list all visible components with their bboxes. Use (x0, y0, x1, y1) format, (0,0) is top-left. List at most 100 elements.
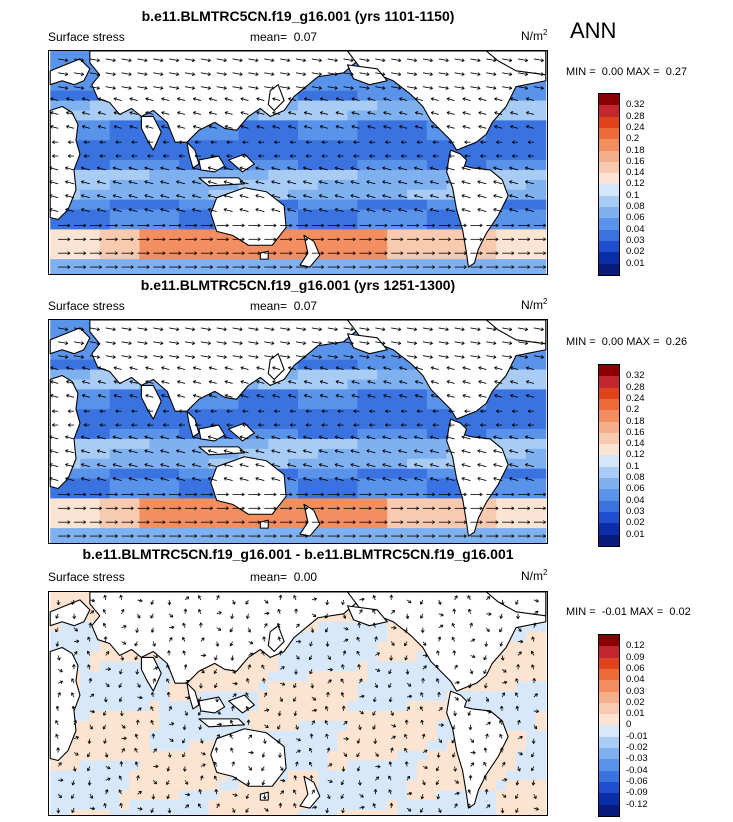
colorbar-swatch (599, 466, 619, 479)
colorbar-label: 0.04 (626, 494, 645, 506)
colorbar-label: 0.09 (626, 651, 645, 663)
panel-2-map (48, 319, 548, 544)
colorbar-label: 0.18 (626, 415, 645, 427)
colorbar-label: 0.02 (626, 696, 645, 708)
colorbar-swatch (599, 240, 619, 253)
panel-1-min-value: 0.00 (601, 66, 624, 78)
panel-1-min-label: MIN = (566, 66, 596, 78)
colorbar-label: 0.02 (626, 246, 645, 258)
colorbar-swatch (599, 691, 619, 704)
panel-1-max-label: MAX = (626, 66, 660, 78)
colorbar-frame (598, 93, 620, 276)
colorbar-label: 0.32 (626, 370, 645, 382)
panel-2-mean: mean= 0.07 (250, 299, 317, 313)
panel-1-map (48, 50, 548, 275)
panel-2-field-label: Surface stress (48, 299, 125, 313)
colorbar-swatch (599, 105, 619, 118)
panel-2-min-label: MIN = (566, 336, 596, 348)
colorbar-label: 0.12 (626, 640, 645, 652)
colorbar-label: 0.2 (626, 133, 640, 145)
colorbar-swatch (599, 150, 619, 163)
panel-1-mean-value: 0.07 (293, 30, 318, 44)
colorbar-label: 0.28 (626, 110, 645, 122)
colorbar-label: 0.02 (626, 517, 645, 529)
colorbar-label: 0.32 (626, 99, 645, 111)
colorbar-label: 0.12 (626, 449, 645, 461)
colorbar-swatch (599, 635, 619, 647)
colorbar-label: 0.14 (626, 167, 645, 179)
colorbar-swatch (599, 252, 619, 264)
colorbar-label: 0.06 (626, 662, 645, 674)
colorbar-swatch (599, 657, 619, 670)
panel-3-min-value: -0.01 (601, 606, 627, 618)
panel-1-units-base: N/m (521, 29, 543, 43)
colorbar-label: -0.06 (626, 775, 648, 787)
colorbar-swatch (599, 646, 619, 659)
colorbar-swatch (599, 702, 619, 715)
season-label: ANN (570, 18, 617, 43)
colorbar-swatch (599, 365, 619, 377)
panel-3-units-base: N/m (521, 569, 543, 583)
colorbar-swatch (599, 94, 619, 106)
panel-1-title: b.e11.BLMTRC5CN.f19_g16.001 (yrs 1101-11… (141, 8, 455, 24)
colorbar-swatch (599, 173, 619, 185)
panel-2-units: N/m2 (521, 297, 547, 312)
panel-3-mean-label: mean= (250, 570, 288, 584)
colorbar-swatch (599, 398, 619, 411)
panel-1-field-label: Surface stress (48, 30, 125, 44)
panel-2-units-base: N/m (521, 298, 543, 312)
colorbar-label: 0 (626, 719, 632, 731)
panel-3-mean-value: 0.00 (293, 570, 318, 584)
panel-2-mean-label: mean= (250, 299, 288, 313)
colorbar-label: 0.18 (626, 144, 645, 156)
colorbar-swatch (599, 523, 619, 535)
surface-stress-map (49, 592, 547, 815)
colorbar-swatch (599, 781, 619, 794)
panel-3-min-label: MIN = (566, 606, 596, 618)
panel-1-minmax: MIN = 0.00 MAX = 0.27 (566, 66, 687, 78)
colorbar-label: 0.1 (626, 460, 640, 472)
colorbar-swatch (599, 770, 619, 783)
colorbar-label: 0.16 (626, 426, 645, 438)
panel-2-title: b.e11.BLMTRC5CN.f19_g16.001 (yrs 1251-13… (140, 277, 456, 293)
colorbar-swatch (599, 478, 619, 490)
colorbar-label: 0.04 (626, 223, 645, 235)
colorbar-swatch (599, 116, 619, 129)
colorbar-label: -0.03 (626, 753, 648, 765)
colorbar-swatch (599, 161, 619, 174)
colorbar-frame (598, 634, 620, 817)
panel-3-field-label: Surface stress (48, 570, 125, 584)
panel-1-units-sup: 2 (543, 28, 548, 37)
colorbar-swatch (599, 668, 619, 681)
colorbar-label: 0.01 (626, 708, 645, 720)
colorbar-swatch (599, 804, 619, 817)
colorbar-swatch (599, 376, 619, 389)
colorbar-swatch (599, 489, 619, 502)
colorbar-swatch (599, 725, 619, 738)
colorbar-swatch (599, 534, 619, 547)
colorbar-swatch (599, 748, 619, 760)
colorbar-label: 0.24 (626, 121, 645, 133)
colorbar-label: 0.14 (626, 438, 645, 450)
colorbar-swatch (599, 263, 619, 276)
colorbar-label: -0.01 (626, 730, 648, 742)
colorbar-label: 0.28 (626, 381, 645, 393)
colorbar-label: -0.09 (626, 787, 648, 799)
surface-stress-map (49, 51, 547, 274)
colorbar-swatch (599, 127, 619, 140)
stress-vectors (55, 594, 540, 814)
colorbar-swatch (599, 759, 619, 772)
colorbar-label: 0.01 (626, 528, 645, 540)
surface-stress-map (49, 320, 547, 543)
panel-1-units: N/m2 (521, 28, 547, 43)
colorbar-swatch (599, 736, 619, 749)
panel-3-max-label: MAX = (629, 606, 664, 618)
colorbar-swatch (599, 432, 619, 445)
colorbar-swatch (599, 218, 619, 231)
panel-1-mean: mean= 0.07 (250, 30, 317, 44)
panel-1-mean-label: mean= (250, 30, 288, 44)
colorbar-label: 0.01 (626, 257, 645, 269)
panel-1-max-value: 0.27 (665, 66, 688, 78)
panel-3-title: b.e11.BLMTRC5CN.f19_g16.001 - b.e11.BLMT… (82, 546, 514, 562)
panel-3-max-value: 0.02 (669, 606, 691, 618)
